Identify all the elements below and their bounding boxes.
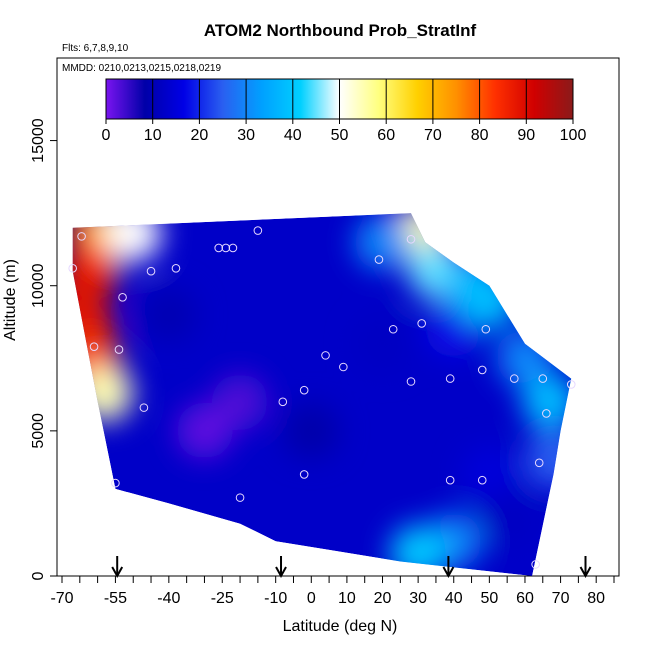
flight-point [278,397,288,407]
y-axis-label: Altitude (m) [2,259,19,341]
colorbar-tick-label: 50 [331,127,349,144]
heatmap-cell [461,446,518,503]
flight-point [118,293,127,302]
x-tick-label: 60 [516,590,534,607]
flight-point [253,226,263,235]
flight-point [68,263,77,273]
flight-point [235,493,245,502]
flight-point [509,374,519,383]
x-axis: -70 -55 -40 -25 -10 0 10 20 30 40 50 60 70 80 [50,576,615,607]
x-tick-label: 0 [307,590,316,607]
flight-point [114,345,124,354]
colorbar-tick-label: 80 [471,127,489,144]
heatmap-cell [390,524,447,576]
heatmap-cell [479,489,536,546]
heatmap-region [72,213,572,576]
flight-points [68,226,576,569]
flight-point [477,475,487,485]
x-tick-label: -70 [50,590,73,607]
flight-point [299,385,309,395]
flight-point [228,243,238,253]
x-tick-label: 80 [587,590,605,607]
y-tick-label: 15000 [30,118,47,163]
latitude-arrow [275,556,287,579]
x-tick-label: -40 [157,590,180,607]
latitude-arrow [442,556,455,579]
latitude-arrows [111,556,592,579]
heatmap-cell [354,315,411,372]
latitude-arrow [111,556,124,579]
colorbar-tick-label: 40 [284,127,302,144]
flight-point [477,365,487,375]
colorbar-tick-label: 60 [377,127,395,144]
flights-note: Flts: 6,7,8,9,10 [62,43,129,54]
y-axis: 0 5000 10000 15000 [30,118,57,580]
plot-frame [56,57,620,577]
flight-point [445,475,455,485]
x-tick-label: 20 [374,590,392,607]
flight-point [538,374,548,383]
flight-point [299,470,309,479]
flight-point [566,380,576,389]
flight-point [321,351,330,360]
heatmap-cell [140,286,197,343]
flight-point [139,403,149,412]
y-tick-label: 5000 [30,413,47,449]
heatmap-cell [105,213,162,262]
x-tick-label: 10 [338,590,356,607]
flight-point [388,324,398,334]
heatmap-cell [354,214,411,271]
flight-point [171,263,181,273]
y-tick-label: 10000 [30,263,47,308]
colorbar-tick-label: 90 [517,127,535,144]
x-axis-label: Latitude (deg N) [283,618,398,635]
flight-point [406,234,416,244]
y-tick-label: 0 [30,571,47,580]
flight-point [111,478,120,488]
dates-note: MMDD: 0210,0213,0215,0218,0219 [62,63,221,74]
heatmap-cell [176,402,233,459]
x-tick-label: -25 [211,590,234,607]
flight-point [417,319,426,328]
x-tick-label: 40 [445,590,463,607]
x-tick-label: 70 [552,590,570,607]
colorbar-tick-label: 70 [424,127,442,144]
flight-point [89,342,99,351]
heatmap-cell [283,402,340,459]
flight-point [339,362,348,372]
flight-point [531,560,540,569]
colorbar-tick-label: 100 [560,127,587,144]
colorbar-tick-label: 20 [191,127,209,144]
x-tick-label: 50 [480,590,498,607]
flight-point [77,232,86,241]
flight-point [542,409,551,418]
flight-point [406,377,416,386]
latitude-arrow [579,556,592,579]
flight-point [374,255,384,264]
flight-point [534,458,544,468]
heatmap-cell [76,365,133,422]
flight-point [445,374,455,383]
colorbar-tick-label: 30 [237,127,255,144]
chart-title: ATOM2 Northbound Prob_StratInf [204,21,477,40]
colorbar-tick-label: 10 [144,127,162,144]
flight-point [146,266,156,276]
colorbar: 0 10 20 30 40 50 60 70 80 90 100 [102,78,587,144]
heatmap-cell [443,257,500,314]
colorbar-tick-label: 0 [102,127,111,144]
x-tick-label: -55 [104,590,127,607]
x-tick-label: 30 [409,590,427,607]
x-tick-label: -10 [264,590,287,607]
heatmap-cell [521,373,572,430]
heatmap-cell [525,431,572,488]
colorbar-ticks: 0 10 20 30 40 50 60 70 80 90 100 [102,79,587,144]
flight-point [481,324,491,334]
